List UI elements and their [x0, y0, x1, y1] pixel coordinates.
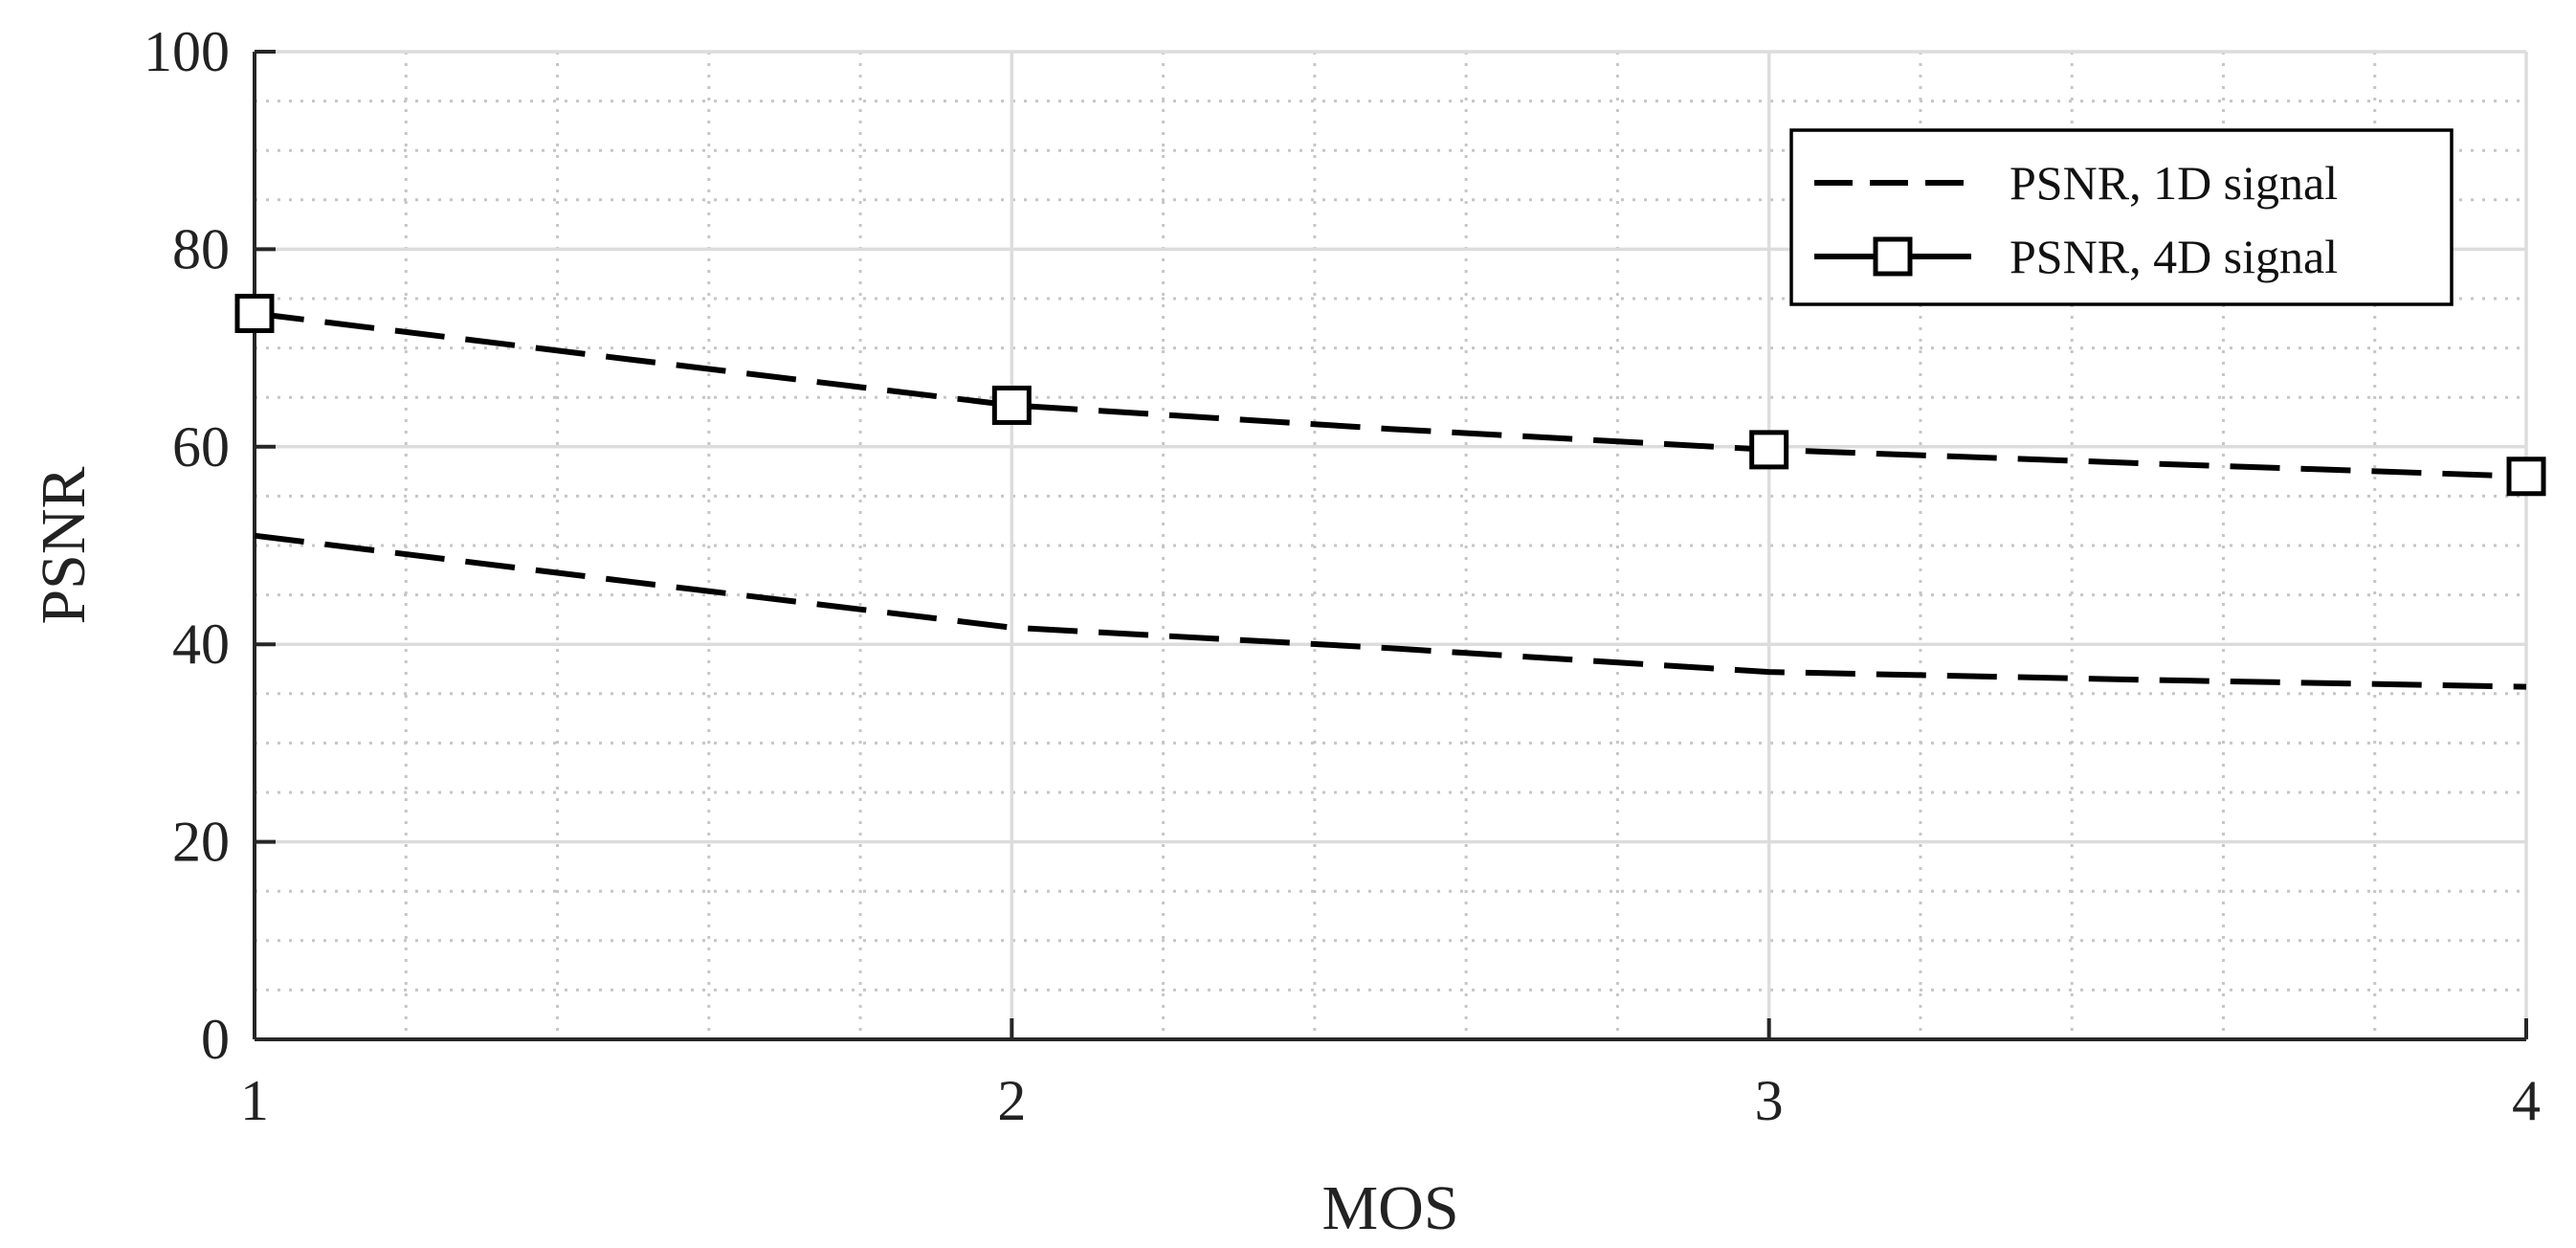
y-tick-label: 100 [144, 20, 230, 83]
y-tick-label: 20 [172, 811, 230, 874]
y-tick-label: 80 [172, 217, 230, 280]
x-axis-label: MOS [1321, 1173, 1458, 1243]
series-line-0 [254, 532, 2527, 690]
x-tick-label: 4 [2512, 1069, 2541, 1132]
series-marker-1 [991, 385, 1032, 425]
series-marker-1 [2506, 457, 2546, 497]
x-tick-label: 1 [240, 1069, 269, 1132]
x-tick-label: 3 [1755, 1069, 1784, 1132]
y-axis-label: PSNR [29, 466, 99, 624]
legend-label-1d: PSNR, 1D signal [2010, 156, 2338, 210]
series-layer [234, 293, 2546, 690]
minor-grid [255, 52, 2526, 1039]
legend-marker-4d [1873, 236, 1913, 277]
axes [253, 50, 2528, 1041]
tick-labels: 0 20 40 60 80 100 1 2 3 4 [144, 20, 2541, 1132]
legend-label-4d: PSNR, 4D signal [2010, 230, 2338, 283]
x-tick-label: 2 [997, 1069, 1026, 1132]
series-marker-1 [1749, 430, 1789, 470]
series-marker-1 [234, 293, 275, 333]
y-tick-label: 60 [172, 415, 230, 479]
y-tick-label: 40 [172, 613, 230, 676]
y-tick-label: 0 [201, 1008, 230, 1071]
series-line-1 [254, 310, 2527, 479]
legend: PSNR, 1D signal PSNR, 4D signal [1789, 128, 2454, 306]
